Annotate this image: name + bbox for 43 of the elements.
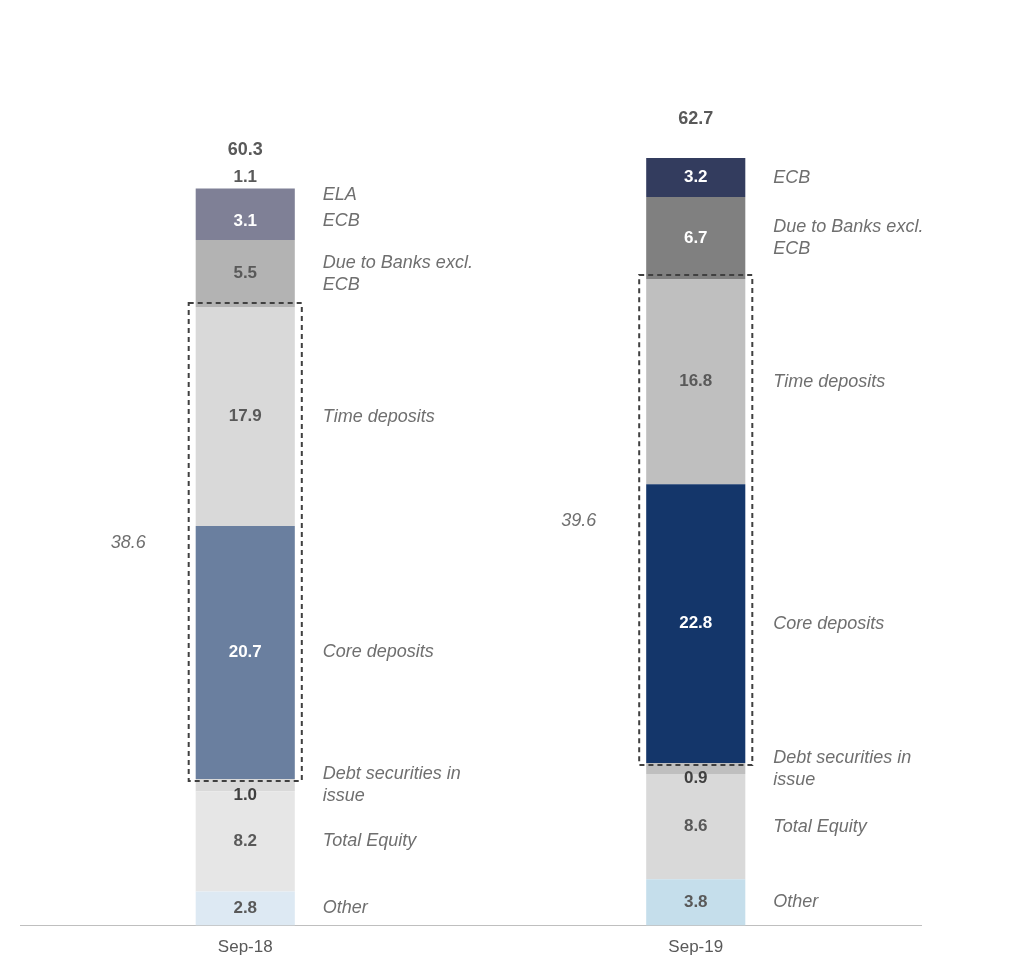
data-label: 6.7 <box>683 227 708 247</box>
total-label: 62.7 <box>678 107 714 128</box>
bar <box>195 891 295 926</box>
bar <box>195 525 295 779</box>
text: Core deposits <box>773 612 885 633</box>
data-label: 2.8 <box>233 898 258 918</box>
annotation: 38.6 <box>110 532 147 553</box>
data-label: 8.2 <box>233 830 258 850</box>
data-label: 3.8 <box>683 892 708 912</box>
total-label: 60.3 <box>227 138 263 159</box>
data-label: 17.9 <box>228 406 262 426</box>
data-label: 1.1 <box>233 166 258 186</box>
text: Time deposits <box>773 370 886 391</box>
data-label: 22.8 <box>679 613 713 633</box>
x-tick-label: Sep-18 <box>217 937 273 957</box>
series-label: ECB <box>322 209 360 230</box>
text: Total Equity <box>773 815 867 836</box>
data-label: 3.2 <box>683 167 708 187</box>
series-label: Total Equity <box>322 830 418 851</box>
annotation: 39.6 <box>561 510 598 531</box>
series-label: Time deposits <box>322 405 435 426</box>
data-label: 16.8 <box>679 371 713 391</box>
text: Due to Banks excl. ECB <box>773 216 924 259</box>
data-label: 1.0 <box>233 785 258 805</box>
bar <box>646 197 746 280</box>
data-label: 20.7 <box>228 642 262 662</box>
data-label: 3.1 <box>233 210 258 230</box>
data-label: 5.5 <box>233 263 258 283</box>
text: ECB <box>773 166 811 187</box>
data-label: 0.9 <box>683 768 708 788</box>
series-label: ELA <box>322 184 357 205</box>
series-label: Other <box>322 897 369 918</box>
series-label: Core deposits <box>322 641 434 662</box>
bar <box>646 879 746 926</box>
text: Debt securities in issue <box>773 746 912 789</box>
x-tick-label: Sep-19 <box>668 937 724 957</box>
series-label: Debt securities in issue <box>322 763 461 806</box>
series-label: Due to Banks excl. ECB <box>322 251 473 294</box>
bar <box>646 158 746 198</box>
data-label: 8.6 <box>683 816 708 836</box>
text: Other <box>773 891 819 912</box>
bar <box>195 239 295 308</box>
bar <box>646 484 746 764</box>
